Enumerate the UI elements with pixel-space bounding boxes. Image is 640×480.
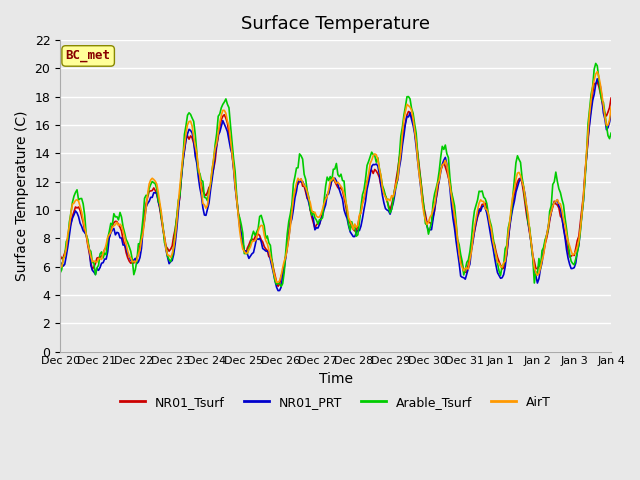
NR01_Tsurf — [593, 79, 601, 84]
Line: NR01_Tsurf: NR01_Tsurf — [60, 82, 611, 286]
AirT — [124, 248, 131, 254]
AirT — [578, 211, 586, 216]
Arable_Tsurf — [239, 230, 246, 236]
NR01_Tsurf — [299, 183, 307, 189]
Arable_Tsurf — [56, 270, 64, 276]
Arable_Tsurf — [578, 212, 586, 217]
NR01_PRT — [221, 121, 228, 127]
NR01_PRT — [607, 112, 615, 118]
NR01_Tsurf — [274, 283, 282, 289]
AirT — [593, 69, 601, 74]
AirT — [299, 180, 307, 185]
NR01_Tsurf — [578, 205, 586, 211]
AirT — [221, 108, 228, 113]
Legend: NR01_Tsurf, NR01_PRT, Arable_Tsurf, AirT: NR01_Tsurf, NR01_PRT, Arable_Tsurf, AirT — [115, 391, 556, 414]
AirT — [239, 246, 246, 252]
AirT — [248, 239, 256, 245]
X-axis label: Time: Time — [319, 372, 353, 386]
Line: Arable_Tsurf: Arable_Tsurf — [60, 63, 611, 287]
Arable_Tsurf — [299, 156, 307, 162]
NR01_PRT — [578, 212, 586, 217]
Line: AirT: AirT — [60, 72, 611, 282]
NR01_PRT — [124, 251, 131, 256]
NR01_Tsurf — [239, 240, 246, 245]
AirT — [56, 264, 64, 270]
Text: BC_met: BC_met — [66, 49, 111, 62]
Arable_Tsurf — [124, 240, 131, 245]
NR01_PRT — [593, 76, 601, 82]
NR01_Tsurf — [56, 253, 64, 259]
NR01_PRT — [239, 240, 246, 245]
NR01_Tsurf — [248, 236, 256, 242]
Arable_Tsurf — [221, 99, 228, 105]
NR01_PRT — [299, 179, 307, 184]
Y-axis label: Surface Temperature (C): Surface Temperature (C) — [15, 110, 29, 281]
NR01_Tsurf — [124, 255, 131, 261]
AirT — [274, 279, 282, 285]
NR01_PRT — [56, 262, 64, 268]
AirT — [607, 104, 615, 110]
Arable_Tsurf — [592, 60, 600, 66]
NR01_Tsurf — [221, 112, 228, 118]
NR01_Tsurf — [607, 95, 615, 101]
Title: Surface Temperature: Surface Temperature — [241, 15, 430, 33]
Arable_Tsurf — [277, 284, 285, 289]
NR01_PRT — [248, 251, 256, 257]
Line: NR01_PRT: NR01_PRT — [60, 79, 611, 290]
NR01_PRT — [274, 288, 282, 293]
Arable_Tsurf — [248, 233, 256, 239]
Arable_Tsurf — [607, 130, 615, 136]
